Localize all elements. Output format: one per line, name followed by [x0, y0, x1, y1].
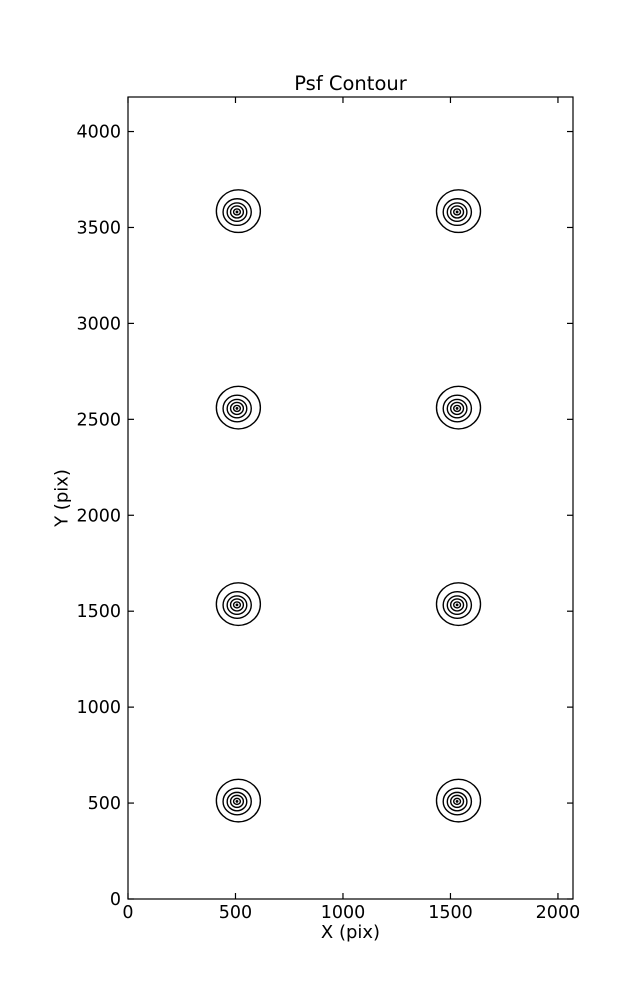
contour-ring	[215, 189, 262, 234]
plot-border	[127, 96, 574, 900]
y-tick-label: 0	[110, 890, 121, 910]
psf-center-dot	[455, 799, 459, 803]
x-tick-label: 1500	[428, 903, 473, 923]
x-tick-label: 2000	[536, 903, 581, 923]
contour-ring	[446, 595, 468, 615]
contour-ring	[435, 189, 482, 234]
contour-ring	[232, 601, 242, 609]
contour-ring	[232, 797, 242, 806]
contour-ring	[229, 205, 245, 219]
contour-ring	[435, 385, 482, 430]
psf-center-dot	[235, 210, 239, 214]
y-tick-label: 3500	[76, 218, 121, 238]
psf-center-dot	[235, 407, 239, 410]
y-tick-label: 1500	[76, 602, 121, 622]
y-tick-label: 3000	[76, 314, 121, 334]
contour-ring	[222, 198, 252, 227]
contour-ring	[226, 595, 248, 615]
contour-ring	[226, 398, 248, 419]
y-tick-label: 2000	[76, 506, 121, 526]
contour-ring	[442, 590, 473, 619]
contour-ring	[450, 794, 465, 809]
contour-ring	[442, 787, 473, 816]
psf-center-dot	[455, 407, 459, 410]
contour-ring	[226, 791, 248, 812]
y-axis-label: Y (pix)	[51, 469, 73, 527]
contour-ring	[446, 398, 468, 419]
contour-ring	[446, 791, 468, 812]
x-tick-label: 500	[219, 903, 252, 923]
psf-contour-blob	[435, 778, 482, 823]
y-tick-label: 4000	[76, 123, 121, 143]
contour-ring	[450, 598, 465, 612]
contour-ring	[450, 401, 465, 416]
contour-ring	[446, 202, 468, 223]
x-tick-label: 1000	[321, 903, 366, 923]
psf-contour-blob	[435, 189, 482, 234]
contour-ring	[215, 385, 262, 430]
contour-ring	[435, 582, 482, 627]
psf-contour-blob	[215, 582, 262, 627]
x-tick-label: 0	[122, 903, 133, 923]
y-tick-label: 500	[88, 794, 121, 814]
contour-ring	[215, 582, 262, 627]
contour-ring	[453, 404, 462, 413]
psf-center-dot	[235, 799, 239, 803]
contour-ring	[453, 601, 462, 609]
contour-ring	[442, 198, 473, 227]
y-tick-label: 2500	[76, 410, 121, 430]
contour-ring	[222, 787, 252, 816]
contour-ring	[450, 205, 465, 219]
psf-contour-blob	[215, 189, 262, 234]
psf-contour-blob	[435, 582, 482, 627]
contour-ring	[453, 208, 462, 216]
contour-ring	[229, 598, 245, 612]
contour-ring	[222, 394, 252, 423]
psf-contour-blob	[215, 385, 262, 430]
contour-ring	[442, 394, 473, 423]
y-tick-label: 1000	[76, 698, 121, 718]
contour-ring	[435, 778, 482, 823]
psf-contour-blob	[215, 778, 262, 823]
contour-ring	[222, 590, 252, 619]
contour-ring	[229, 401, 245, 416]
contour-ring	[232, 208, 242, 216]
psf-center-dot	[235, 603, 239, 607]
contour-ring	[232, 404, 242, 413]
psf-center-dot	[455, 210, 459, 214]
contour-ring	[453, 797, 462, 806]
chart-title: Psf Contour	[294, 72, 407, 95]
x-axis-label: X (pix)	[320, 922, 381, 943]
psf-contour-blob	[435, 385, 482, 430]
contour-ring	[226, 202, 248, 223]
psf-center-dot	[455, 603, 459, 607]
contour-ring	[215, 778, 262, 823]
contour-ring	[229, 794, 245, 809]
